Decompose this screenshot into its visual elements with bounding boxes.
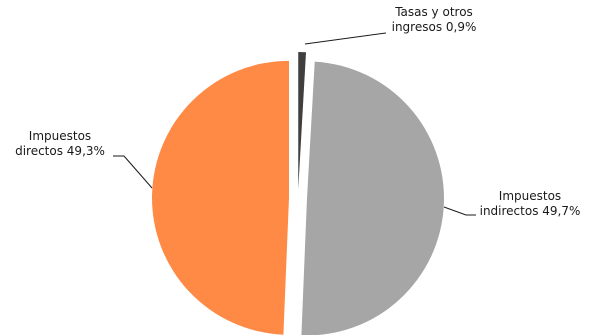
slice-label-1-line-0: Impuestos [499,189,561,203]
slice-label-0: Tasas y otros ingresos 0,9% [392,5,477,34]
pie-slice-2 [152,60,290,335]
pie-slice-0 [298,52,307,190]
slice-label-0-line-0: Tasas y otros [394,5,473,19]
pie-labels: Tasas y otros ingresos 0,9%Impuestos indir… [15,5,580,218]
leader-line-2 [113,155,153,189]
slice-label-0-line-1: ingresos 0,9% [392,20,477,34]
leader-line-1 [443,206,476,216]
slice-label-2-line-0: Impuestos [29,129,91,143]
slice-label-2-line-1: directos 49,3% [15,144,105,158]
slice-label-2: Impuestos directos 49,3% [15,129,105,158]
slice-label-1-line-1: indirectos 49,7% [480,204,581,218]
leader-line-0 [304,32,387,45]
pie-slices [152,52,444,335]
pie-slice-1 [301,61,444,335]
slice-label-1: Impuestos indirectos 49,7% [480,189,581,218]
